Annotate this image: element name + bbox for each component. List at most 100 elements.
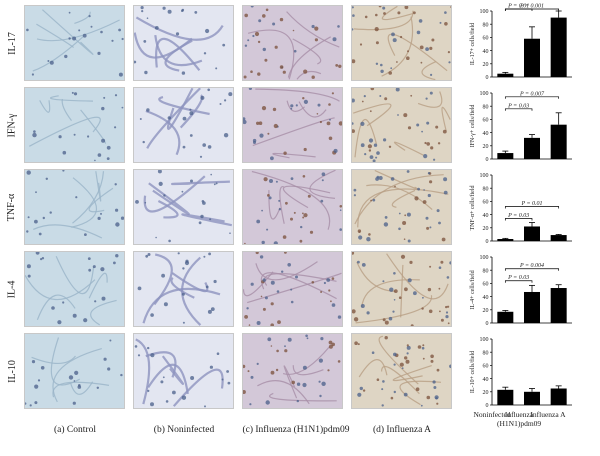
bar <box>550 235 567 241</box>
micrograph-tile <box>24 169 125 245</box>
y-tick-label: 0 <box>486 157 489 163</box>
micrograph-tile <box>133 251 234 327</box>
micrograph-image <box>352 6 451 80</box>
bar <box>524 38 540 77</box>
y-axis-label: TNF-α+ cells/field <box>469 185 476 230</box>
significance-bracket <box>504 268 560 271</box>
micrograph-tile <box>351 333 452 409</box>
y-tick-label: 100 <box>480 91 489 97</box>
y-tick-label: 60 <box>483 36 489 42</box>
micrograph-tile <box>133 87 234 163</box>
p-value-label: P = 0.03 <box>507 213 529 219</box>
micrograph-tile <box>242 251 343 327</box>
bar-chart-svg: 0 20 40 60 80 100 IL-17+ cells/field P = 0.01P … <box>469 4 572 81</box>
y-tick-label: 100 <box>480 337 489 343</box>
micrograph-tile <box>351 169 452 245</box>
micrograph-tile <box>24 87 125 163</box>
bar <box>497 389 514 405</box>
y-tick-label: 20 <box>483 62 489 68</box>
bar <box>550 124 567 159</box>
bar <box>524 291 540 323</box>
micrograph-tile <box>351 5 452 81</box>
y-tick-label: 20 <box>483 308 489 314</box>
micrograph-tile <box>133 5 234 81</box>
row-label: IFN-γ <box>2 87 22 163</box>
bar-chart: 0 20 40 60 80 100 TNF-α+ cells/field P = 0.03 P … <box>468 169 600 249</box>
y-tick-label: 40 <box>483 213 489 219</box>
micrograph-image <box>352 252 451 326</box>
micrograph-image <box>352 334 451 408</box>
micrograph-tile <box>133 333 234 409</box>
micrograph-tile <box>242 169 343 245</box>
y-tick-label: 100 <box>480 173 489 179</box>
micrograph-image <box>243 6 342 80</box>
y-tick-label: 40 <box>483 295 489 301</box>
y-tick-label: 60 <box>483 282 489 288</box>
p-value-label: P = 0.001 <box>519 4 544 10</box>
micrograph-tile <box>133 169 234 245</box>
bar <box>524 226 540 241</box>
y-tick-label: 60 <box>483 118 489 124</box>
micrograph-image <box>134 6 233 80</box>
y-axis-label: IL-17+ cells/field <box>469 23 476 65</box>
bar-chart: 0 20 40 60 80 100 IL-17+ cells/field P = 0.01 P … <box>468 4 600 85</box>
column-caption: (d) Influenza A <box>372 425 432 435</box>
micrograph-image <box>243 88 342 162</box>
bar <box>524 137 540 159</box>
x-category-label: Influenza A <box>530 410 566 419</box>
significance-bracket <box>504 280 533 283</box>
y-tick-label: 60 <box>483 200 489 206</box>
bar <box>524 391 540 405</box>
significance-bracket <box>504 218 533 221</box>
bar <box>550 288 567 323</box>
y-axis-label: IL-4+ cells/field <box>469 270 476 309</box>
p-value-label: P = 0.007 <box>519 91 545 97</box>
y-tick-label: 0 <box>486 403 489 409</box>
y-tick-label: 80 <box>483 350 489 356</box>
bar <box>497 73 514 77</box>
micrograph-image <box>25 334 124 408</box>
bar-chart-svg: 0 20 40 60 80 100 TNF-α+ cells/field P = 0.03 P … <box>469 173 572 245</box>
p-value-label: P = 0.004 <box>519 262 544 269</box>
micrograph-image <box>25 6 124 80</box>
y-tick-label: 40 <box>483 131 489 137</box>
micrograph-image <box>352 88 451 162</box>
significance-bracket <box>504 108 533 111</box>
bar-chart-svg: 0 20 40 60 80 100 IL-4+ cells/field P = 0.03 P =… <box>469 255 572 327</box>
row-label: IL-17 <box>2 5 22 81</box>
y-tick-label: 100 <box>480 9 489 15</box>
significance-bracket <box>504 8 560 11</box>
micrograph-tile <box>351 251 452 327</box>
row-label: TNF-α <box>2 169 22 245</box>
micrograph-image <box>243 170 342 244</box>
micrograph-tile <box>24 251 125 327</box>
x-category-label: Influenza (H1N1)pdm09 <box>497 410 542 428</box>
micrograph-image <box>25 252 124 326</box>
micrograph-tile <box>24 5 125 81</box>
micrograph-image <box>134 170 233 244</box>
row-label: IL-10 <box>2 333 22 409</box>
column-caption: (a) Control <box>54 425 96 435</box>
y-tick-label: 20 <box>483 226 489 232</box>
micrograph-tile <box>242 87 343 163</box>
bar-chart-svg: 0 20 40 60 80 100 IFN-γ+ cells/field P = 0.03 P … <box>469 91 572 163</box>
bar-chart: 0 20 40 60 80 100 IL-10+ cells/field <box>468 333 600 413</box>
y-tick-label: 40 <box>483 49 489 55</box>
p-value-label: P = 0.01 <box>507 4 529 10</box>
p-value-label: P = 0.03 <box>507 103 529 109</box>
row-label-text: IL-17 <box>6 31 18 55</box>
y-axis-label: IL-10+ cells/field <box>469 351 476 393</box>
y-tick-label: 20 <box>483 144 489 150</box>
y-tick-label: 0 <box>486 321 489 327</box>
micrograph-image <box>25 88 124 162</box>
significance-bracket <box>504 96 560 99</box>
bar <box>497 311 514 323</box>
micrograph-image <box>134 88 233 162</box>
bar-chart-svg: 0 20 40 60 80 100 IL-10+ cells/field <box>469 337 572 409</box>
micrograph-image <box>352 170 451 244</box>
y-tick-label: 0 <box>486 75 489 81</box>
p-value-label: P = 0.01 <box>520 201 542 207</box>
micrograph-image <box>134 252 233 326</box>
bar <box>497 239 514 241</box>
